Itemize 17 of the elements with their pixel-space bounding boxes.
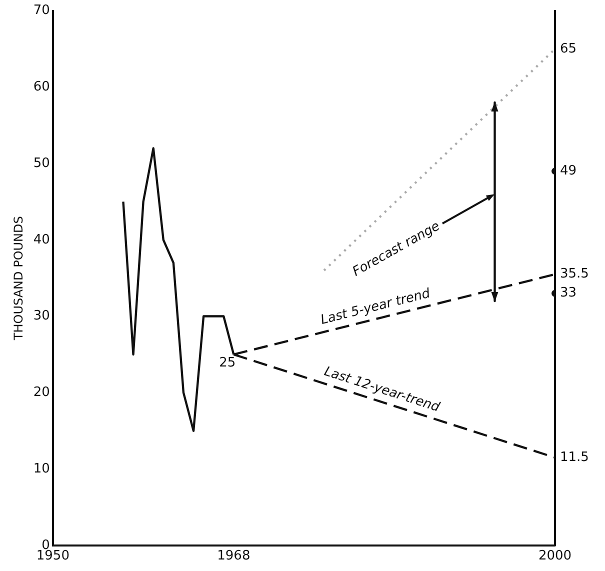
- x-tick-label: 1968: [217, 548, 250, 564]
- y-tick-label: 60: [33, 80, 50, 95]
- data-label: 11.5: [560, 450, 589, 465]
- y-tick-label: 40: [33, 232, 50, 248]
- y-axis-title: THOUSAND POUNDS: [11, 216, 26, 342]
- data-label: 25: [219, 355, 236, 370]
- y-tick-label: 50: [33, 156, 50, 171]
- y-tick-label: 20: [33, 385, 50, 400]
- y-tick-label: 70: [33, 3, 50, 18]
- data-label: 49: [560, 164, 577, 179]
- data-label: 65: [560, 41, 577, 56]
- x-tick-label: 2000: [538, 548, 572, 564]
- data-label: 33: [560, 286, 577, 301]
- y-tick-label: 10: [33, 461, 50, 476]
- text: Last 5-year trend: [319, 286, 432, 328]
- data-label: 35.5: [560, 266, 589, 282]
- y-tick-label: 30: [33, 308, 50, 324]
